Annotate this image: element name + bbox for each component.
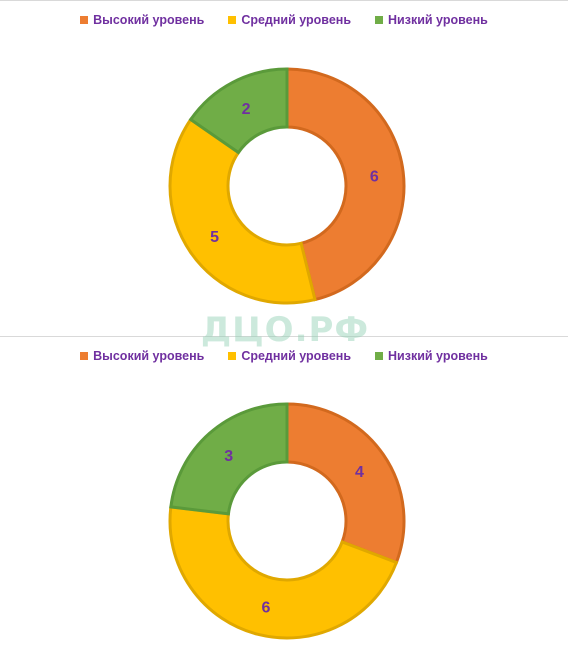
donut-slice-1 [285, 402, 406, 565]
legend-label-high: Высокий уровень [93, 13, 205, 27]
donut-slice-3 [188, 67, 289, 155]
chart-panel-2: Высокий уровень Средний уровень Низкий у… [0, 338, 568, 664]
donut-slice-1 [285, 67, 406, 302]
legend-item-high: Высокий уровень [80, 13, 204, 27]
legend-label-low: Низкий уровень [388, 349, 488, 363]
donut-chart-1: 6 5 2 [168, 67, 406, 305]
legend-label-low: Низкий уровень [388, 13, 488, 27]
donut-slice-2 [168, 505, 399, 640]
data-label-3: 3 [224, 448, 233, 465]
legend-label-mid: Средний уровень [241, 13, 352, 27]
data-label-3: 2 [242, 101, 251, 118]
legend-label-mid: Средний уровень [241, 349, 352, 363]
donut-slice-3 [169, 402, 289, 516]
chart-panel-1: Высокий уровень Средний уровень Низкий у… [0, 0, 568, 337]
legend-swatch-mid [228, 352, 237, 360]
data-label-2: 6 [261, 599, 270, 616]
legend-item-mid: Средний уровень [228, 13, 351, 27]
chart-legend-1: Высокий уровень Средний уровень Низкий у… [0, 13, 568, 27]
data-label-1: 6 [370, 168, 379, 185]
chart-legend-2: Высокий уровень Средний уровень Низкий у… [0, 349, 568, 363]
legend-item-low: Низкий уровень [375, 349, 488, 363]
legend-item-high: Высокий уровень [80, 349, 204, 363]
data-label-1: 4 [355, 464, 364, 481]
legend-item-mid: Средний уровень [228, 349, 351, 363]
legend-label-high: Высокий уровень [93, 349, 205, 363]
legend-swatch-mid [228, 16, 237, 24]
donut-chart-2: 4 6 3 [168, 402, 406, 640]
legend-swatch-low [375, 16, 384, 24]
legend-swatch-high [80, 352, 89, 360]
data-label-2: 5 [210, 229, 219, 246]
watermark: ДЦО.РФ [200, 310, 370, 350]
legend-item-low: Низкий уровень [375, 13, 488, 27]
legend-swatch-high [80, 16, 89, 24]
legend-swatch-low [375, 352, 384, 360]
donut-slice-2 [168, 117, 317, 305]
